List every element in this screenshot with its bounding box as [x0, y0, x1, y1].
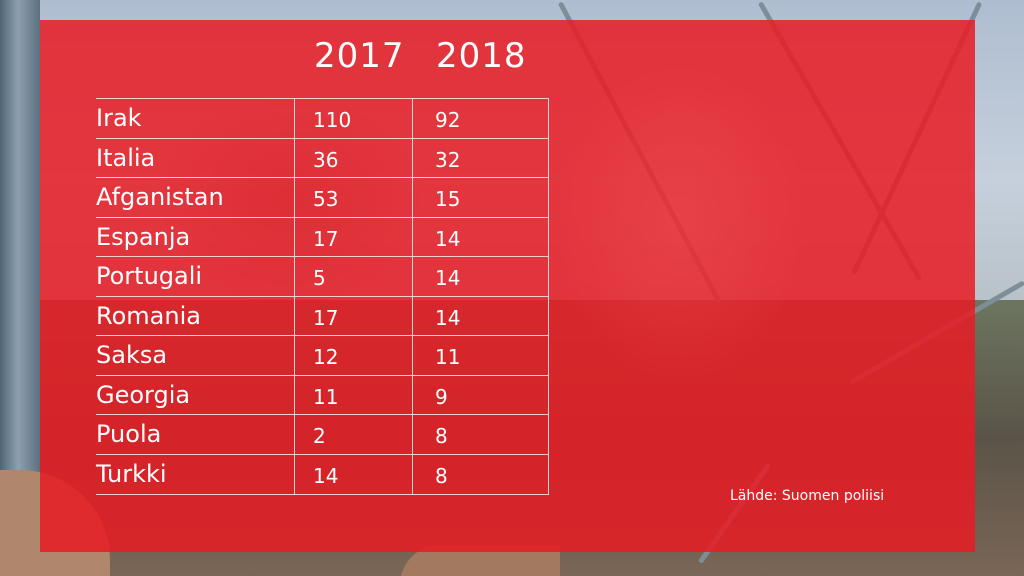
value-2018-cell: 15 [412, 178, 549, 217]
value-2018-cell: 92 [412, 99, 549, 138]
country-cell: Irak [96, 104, 142, 133]
value-2018-cell: 8 [412, 454, 549, 494]
value-2018-cell: 32 [412, 138, 549, 177]
country-cell: Espanja [96, 222, 191, 251]
column-header-2018: 2018 [436, 36, 527, 76]
value-2017-cell: 110 [294, 99, 412, 138]
country-cell: Puola [96, 420, 162, 449]
table-row: Turkki 14 8 [96, 453, 549, 495]
value-2018-cell: 9 [412, 375, 549, 414]
table-row: Romania 17 14 [96, 295, 549, 335]
country-cell: Saksa [96, 341, 168, 370]
value-2017-cell: 2 [294, 415, 412, 454]
table-row: Saksa 12 11 [96, 335, 549, 375]
value-2017-cell: 36 [294, 138, 412, 177]
table-row: Puola 2 8 [96, 414, 549, 454]
source-credit: Lähde: Suomen poliisi [730, 488, 885, 504]
table-row: Afganistan 53 15 [96, 177, 549, 217]
table-row: Espanja 17 14 [96, 216, 549, 256]
table-row: Georgia 11 9 [96, 374, 549, 414]
table-row: Portugali 5 14 [96, 256, 549, 296]
column-header-2017: 2017 [314, 36, 405, 76]
value-2017-cell: 5 [294, 257, 412, 296]
value-2017-cell: 17 [294, 217, 412, 256]
value-2017-cell: 53 [294, 178, 412, 217]
country-cell: Romania [96, 301, 201, 330]
value-2018-cell: 14 [412, 217, 549, 256]
value-2017-cell: 17 [294, 296, 412, 335]
value-2018-cell: 11 [412, 336, 549, 375]
country-cell: Afganistan [96, 183, 224, 212]
value-2017-cell: 12 [294, 336, 412, 375]
table-row: Irak 110 92 [96, 98, 549, 138]
value-2018-cell: 8 [412, 415, 549, 454]
value-2017-cell: 11 [294, 375, 412, 414]
value-2018-cell: 14 [412, 296, 549, 335]
value-2018-cell: 14 [412, 257, 549, 296]
panel-texture [40, 20, 975, 552]
country-cell: Italia [96, 143, 156, 172]
country-cell: Portugali [96, 262, 203, 291]
country-cell: Georgia [96, 380, 191, 409]
table-row: Italia 36 32 [96, 137, 549, 177]
country-cell: Turkki [96, 460, 167, 488]
value-2017-cell: 14 [294, 454, 412, 494]
statistics-table: Irak 110 92 Italia 36 32 Afganistan 53 1… [96, 98, 549, 495]
red-overlay-panel [40, 20, 975, 552]
